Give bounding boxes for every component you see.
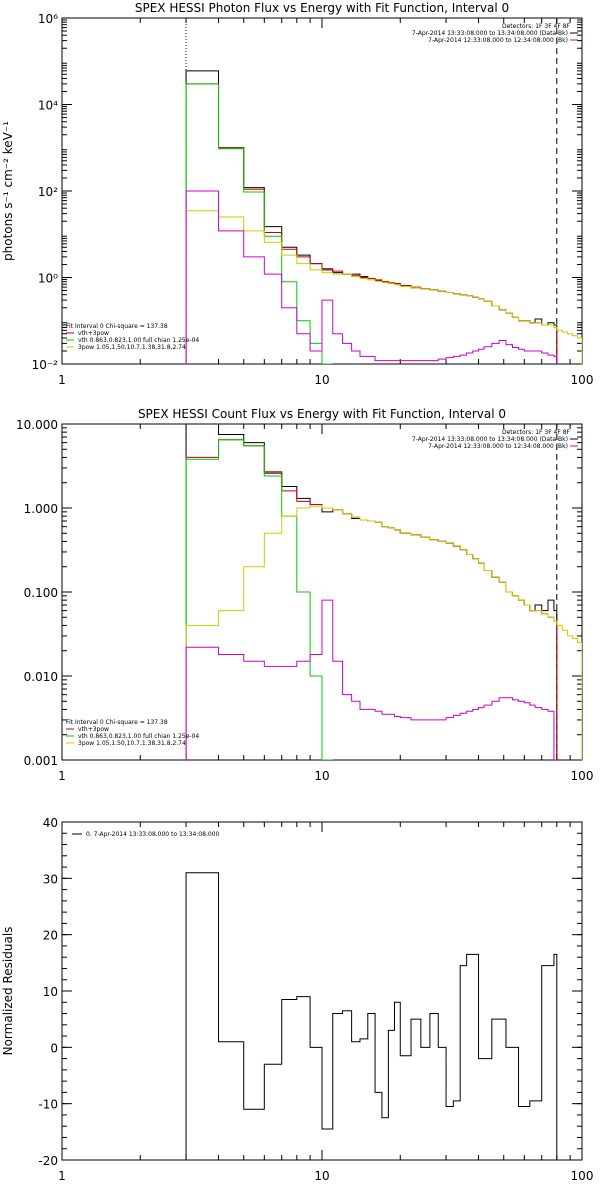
y-tick-label: 40 — [43, 816, 58, 830]
x-tick-label: 1 — [58, 769, 66, 783]
fit-legend-entry: vth+3pow — [78, 726, 109, 733]
y-tick-label: 0.010 — [24, 670, 58, 684]
series-histogram-2 — [185, 439, 558, 760]
legend-header: Detectors: 1F 3F 4F 8F — [502, 429, 571, 436]
y-tick-label: 20 — [43, 929, 58, 943]
legend-entry: 7-Apr-2014 13:33:08.000 to 13:34:08.000 … — [412, 436, 568, 443]
series-histogram-5 — [185, 599, 557, 760]
legend-header: Detectors: 1F 3F 4F 8F — [502, 23, 571, 30]
y-axis-label: photons s⁻¹ cm⁻² keV⁻¹ — [1, 121, 15, 261]
y-tick-label: 10 — [43, 985, 58, 999]
series-histogram-2 — [185, 83, 558, 364]
y-tick-label: -10 — [38, 1098, 58, 1112]
chart-title: SPEX HESSI Count Flux vs Energy with Fit… — [138, 407, 506, 421]
chart-panel-2: 1 10 100 0.001 0.010 0.100 1.000 10.000 SPEX HES… — [16, 407, 593, 783]
y-tick-label: 10.000 — [16, 418, 58, 432]
fit-legend-entry: 3pow 1.05,1.50,10.7,1.38,31.8,2.74 — [78, 344, 186, 351]
series-histogram-5 — [185, 190, 558, 364]
x-tick-label: 100 — [571, 373, 594, 387]
legend-entry: 0. 7-Apr-2014 13:33:08.000 to 13:34:08.0… — [86, 831, 219, 838]
fit-legend-entry: vth 0.863,0.823,1.00 full chian 1.25e-04 — [78, 337, 199, 344]
legend-entry: 7-Apr-2014 12:33:08.000 to 12:34:08.000 … — [428, 37, 568, 44]
fit-legend-header: Fit Interval 0 Chi-square = 137.38 — [66, 323, 168, 330]
series-histogram-3 — [185, 439, 333, 760]
y-tick-label: 1.000 — [24, 502, 58, 516]
y-tick-label: 10⁴ — [38, 99, 58, 113]
x-tick-label: 10 — [314, 769, 329, 783]
x-tick-label: 1 — [58, 373, 66, 387]
plot-data — [185, 872, 558, 1160]
y-tick-label: -20 — [38, 1154, 58, 1168]
fit-legend-entry: vth+3pow — [78, 330, 109, 337]
chart-panel-1: 1 10 100 10⁻² 10⁰ 10² 10⁴ 10⁶ SPEX HESSI Photon … — [1, 1, 593, 387]
y-tick-label: 0.100 — [24, 586, 58, 600]
y-tick-label: 10⁻² — [32, 358, 59, 372]
x-tick-label: 10 — [314, 373, 329, 387]
plot-data — [185, 424, 582, 760]
series-histogram-1 — [185, 872, 558, 1160]
fit-legend-entry: vth 0.863,0.823,1.00 full chian 1.25e-04 — [78, 733, 199, 740]
legend-entry: 7-Apr-2014 13:33:08.000 to 13:34:08.000 … — [412, 30, 568, 37]
y-tick-label: 0.001 — [24, 754, 58, 768]
chart-title: SPEX HESSI Photon Flux vs Energy with Fi… — [135, 1, 509, 15]
x-tick-label: 100 — [571, 769, 594, 783]
y-tick-label: 0 — [50, 1041, 58, 1055]
y-tick-label: 30 — [43, 872, 58, 886]
x-tick-label: 1 — [58, 1169, 66, 1183]
x-tick-label: 10 — [314, 1169, 329, 1183]
y-tick-label: 10² — [38, 185, 58, 199]
legend-entry: 7-Apr-2014 12:33:08.000 to 12:34:08.000 … — [428, 443, 568, 450]
series-histogram-4 — [185, 505, 582, 760]
fit-legend-header: Fit Interval 0 Chi-square = 137.38 — [66, 719, 168, 726]
y-tick-label: 10⁰ — [38, 272, 58, 286]
y-tick-label: 10⁶ — [38, 12, 58, 26]
chart-panel-3: 1 10 100 -20 -10 0 10 20 30 40 Normalized Residual… — [1, 816, 593, 1183]
series-histogram-3 — [185, 83, 333, 364]
y-axis-label: Normalized Residuals — [1, 927, 15, 1056]
fit-legend-entry: 3pow 1.05,1.50,10.7,1.38,31.8,2.74 — [78, 740, 186, 747]
plot-data — [185, 18, 582, 364]
series-histogram-4 — [185, 210, 582, 364]
x-tick-label: 100 — [571, 1169, 594, 1183]
